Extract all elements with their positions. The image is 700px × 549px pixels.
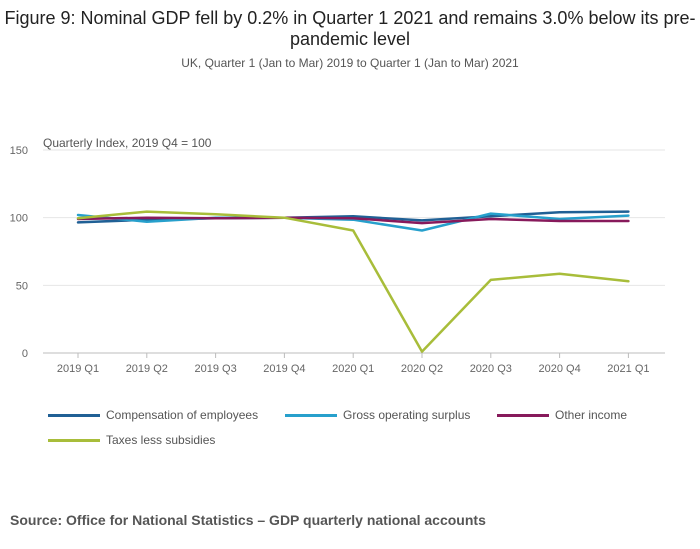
x-tick-label: 2020 Q1 [332,363,374,375]
legend-item-taxes-less-subsidies: Taxes less subsidies [48,433,215,447]
series-lines [76,210,630,353]
x-tick-label: 2021 Q1 [607,363,649,375]
x-tick-label: 2020 Q3 [470,363,512,375]
y-tick-label: 0 [22,348,28,360]
legend-item-compensation-of-employees: Compensation of employees [48,408,258,422]
y-axis-label: Quarterly Index, 2019 Q4 = 100 [43,136,212,150]
x-tick-label: 2019 Q1 [57,363,99,375]
x-tick-label: 2020 Q2 [401,363,443,375]
x-axis: 2019 Q1 2019 Q2 2019 Q3 2019 Q4 2020 Q1 2020 … [57,353,650,375]
legend-swatch [497,413,549,417]
chart-subtitle: UK, Quarter 1 (Jan to Mar) 2019 to Quart… [181,56,519,70]
x-tick-label: 2019 Q2 [126,363,168,375]
legend-swatch [285,413,337,417]
legend-swatch [48,413,100,417]
x-tick-label: 2019 Q3 [194,363,236,375]
legend-label: Other income [555,408,628,422]
legend-item-gross-operating-surplus: Gross operating surplus [285,408,470,422]
y-tick-label: 50 [16,280,28,292]
gridlines [43,149,665,354]
chart-title: Figure 9: Nominal GDP fell by 0.2% in Qu… [4,8,696,49]
legend-item-other-income: Other income [497,408,627,422]
y-tick-label: 150 [10,145,28,157]
x-tick-label: 2019 Q4 [263,363,305,375]
legend-swatch [48,438,100,442]
series-line-taxes-less-subsidies [76,210,630,353]
series-line-other-income [76,216,630,225]
legend-label: Taxes less subsidies [106,433,216,447]
series-line-gross-operating-surplus [76,212,630,232]
y-tick-label: 100 [10,213,28,225]
source-note: Source: Office for National Statistics –… [10,512,486,528]
legend-label: Compensation of employees [106,408,259,422]
x-tick-label: 2020 Q4 [538,363,580,375]
legend-label: Gross operating surplus [343,408,471,422]
y-axis-ticks: 0 50 100 150 [10,145,28,360]
